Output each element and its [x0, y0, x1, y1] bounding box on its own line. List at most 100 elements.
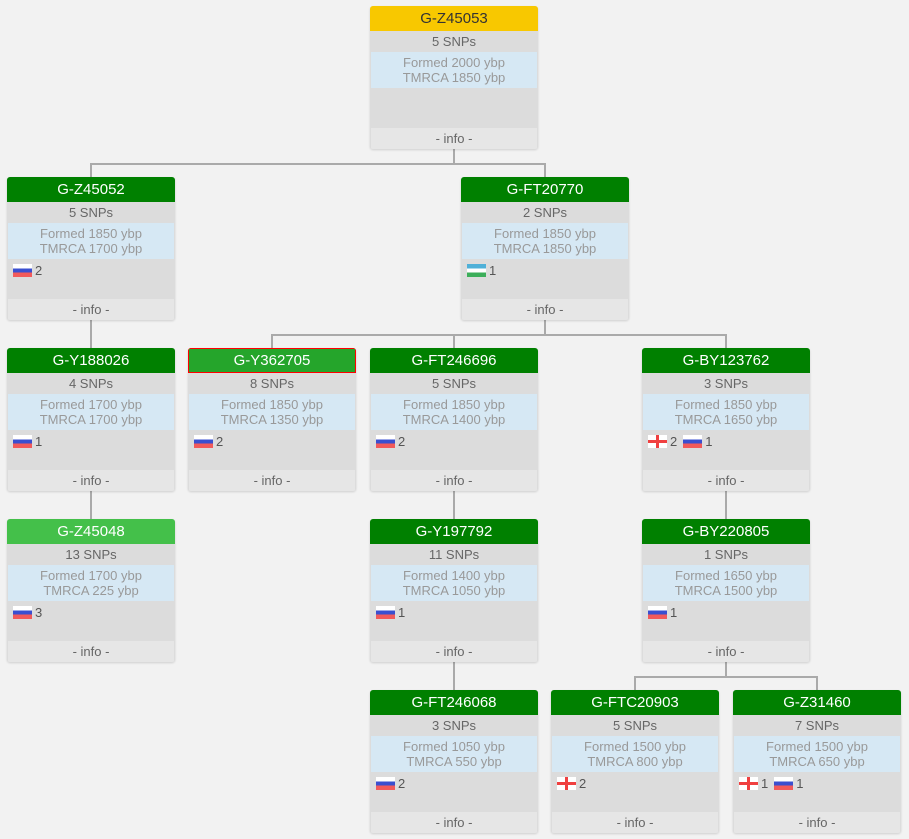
tree-node[interactable]: G-BY220805 1 SNPs Formed 1650 ybp TMRCA 1…: [642, 519, 810, 662]
tree-node[interactable]: G-Z45052 5 SNPs Formed 1850 ybp TMRCA 170…: [7, 177, 175, 320]
node-title[interactable]: G-Z31460: [733, 690, 901, 715]
snp-count: 3 SNPs: [431, 718, 477, 733]
formed-date: Formed 1850 ybp: [403, 397, 505, 412]
node-title[interactable]: G-BY220805: [642, 519, 810, 544]
tree-node[interactable]: G-Y188026 4 SNPs Formed 1700 ybp TMRCA 17…: [7, 348, 175, 491]
tmrca-date: TMRCA 1350 ybp: [220, 412, 324, 427]
tree-node[interactable]: G-Z45048 13 SNPs Formed 1700 ybp TMRCA 22…: [7, 519, 175, 662]
info-link[interactable]: - info -: [371, 812, 537, 833]
country-flags: 2: [370, 772, 538, 812]
tree-node[interactable]: G-Z31460 7 SNPs Formed 1500 ybp TMRCA 650…: [733, 690, 901, 833]
node-title[interactable]: G-Y362705: [188, 348, 356, 373]
tree-node[interactable]: G-FT246068 3 SNPs Formed 1050 ybp TMRCA 5…: [370, 690, 538, 833]
tmrca-date: TMRCA 225 ybp: [43, 583, 139, 598]
node-dates: Formed 2000 ybp TMRCA 1850 ybp: [371, 52, 537, 88]
node-dates: Formed 1850 ybp TMRCA 1400 ybp: [371, 394, 537, 430]
tree-node[interactable]: G-BY123762 3 SNPs Formed 1850 ybp TMRCA 1…: [642, 348, 810, 491]
tree-node[interactable]: G-Y197792 11 SNPs Formed 1400 ybp TMRCA 1…: [370, 519, 538, 662]
formed-date: Formed 2000 ybp: [403, 55, 505, 70]
node-title[interactable]: G-Z45053: [370, 6, 538, 31]
node-title[interactable]: G-Y188026: [7, 348, 175, 373]
info-link[interactable]: - info -: [371, 470, 537, 491]
snp-count: 13 SNPs: [65, 547, 117, 562]
flag-ru-icon: [683, 435, 703, 448]
info-link[interactable]: - info -: [643, 641, 809, 662]
info-link[interactable]: - info -: [8, 641, 174, 662]
tmrca-date: TMRCA 550 ybp: [406, 754, 502, 769]
country-flags: 2: [7, 259, 175, 299]
snp-count: 5 SNPs: [68, 205, 114, 220]
info-link[interactable]: - info -: [371, 641, 537, 662]
info-link[interactable]: - info -: [189, 470, 355, 491]
snp-count: 5 SNPs: [431, 376, 477, 391]
connector-line: [544, 320, 727, 348]
node-dates: Formed 1850 ybp TMRCA 1650 ybp: [643, 394, 809, 430]
info-link[interactable]: - info -: [643, 470, 809, 491]
tmrca-date: TMRCA 800 ybp: [587, 754, 683, 769]
country-flags: 2: [188, 430, 356, 470]
country-flags: 1: [461, 259, 629, 299]
formed-date: Formed 1850 ybp: [221, 397, 323, 412]
info-link[interactable]: - info -: [8, 470, 174, 491]
node-title[interactable]: G-BY123762: [642, 348, 810, 373]
country-count: 2: [579, 776, 587, 791]
flag-ru-icon: [774, 777, 794, 790]
country-count: 1: [796, 776, 804, 791]
formed-date: Formed 1500 ybp: [766, 739, 868, 754]
node-dates: Formed 1850 ybp TMRCA 1700 ybp: [8, 223, 174, 259]
node-title[interactable]: G-Y197792: [370, 519, 538, 544]
flag-ge-icon: [739, 777, 758, 790]
formed-date: Formed 1700 ybp: [40, 568, 142, 583]
node-dates: Formed 1700 ybp TMRCA 225 ybp: [8, 565, 174, 601]
tmrca-date: TMRCA 650 ybp: [769, 754, 865, 769]
formed-date: Formed 1850 ybp: [675, 397, 777, 412]
flag-ru-icon: [376, 606, 395, 619]
country-count: 1: [35, 434, 43, 449]
snp-count: 11 SNPs: [428, 547, 480, 562]
country-flags: 1: [642, 601, 810, 641]
node-title[interactable]: G-FTC20903: [551, 690, 719, 715]
info-link[interactable]: - info -: [8, 299, 174, 320]
country-flags: 1: [370, 601, 538, 641]
info-link[interactable]: - info -: [734, 812, 900, 833]
formed-date: Formed 1050 ybp: [403, 739, 505, 754]
node-title[interactable]: G-FT246068: [370, 690, 538, 715]
tree-node[interactable]: G-Y362705 8 SNPs Formed 1850 ybp TMRCA 13…: [188, 348, 356, 491]
snp-count: 4 SNPs: [68, 376, 114, 391]
tree-node[interactable]: G-FT20770 2 SNPs Formed 1850 ybp TMRCA 18…: [461, 177, 629, 320]
tmrca-date: TMRCA 1700 ybp: [39, 241, 143, 256]
country-count: 2: [35, 263, 43, 278]
snp-count: 1 SNPs: [703, 547, 749, 562]
flag-ru-icon: [13, 435, 32, 448]
info-link[interactable]: - info -: [371, 128, 537, 149]
tree-node[interactable]: G-Z45053 5 SNPs Formed 2000 ybp TMRCA 185…: [370, 6, 538, 149]
country-count: 1: [398, 605, 406, 620]
tree-node[interactable]: G-FT246696 5 SNPs Formed 1850 ybp TMRCA 1…: [370, 348, 538, 491]
country-count: 2: [398, 776, 406, 791]
connector-line: [453, 320, 546, 348]
formed-date: Formed 1850 ybp: [40, 226, 142, 241]
tree-node[interactable]: G-FTC20903 5 SNPs Formed 1500 ybp TMRCA 8…: [551, 690, 719, 833]
node-dates: Formed 1400 ybp TMRCA 1050 ybp: [371, 565, 537, 601]
tmrca-date: TMRCA 1650 ybp: [674, 412, 778, 427]
node-title[interactable]: G-FT20770: [461, 177, 629, 202]
snp-count: 7 SNPs: [794, 718, 840, 733]
info-link[interactable]: - info -: [462, 299, 628, 320]
node-title[interactable]: G-Z45048: [7, 519, 175, 544]
node-title[interactable]: G-FT246696: [370, 348, 538, 373]
snp-count: 2 SNPs: [522, 205, 568, 220]
formed-date: Formed 1700 ybp: [40, 397, 142, 412]
tmrca-date: TMRCA 1700 ybp: [39, 412, 143, 427]
tmrca-date: TMRCA 1850 ybp: [493, 241, 597, 256]
country-flags: 2: [370, 430, 538, 470]
flag-ru-icon: [376, 777, 395, 790]
node-title[interactable]: G-Z45052: [7, 177, 175, 202]
country-count: 1: [489, 263, 497, 278]
country-count: 1: [670, 605, 678, 620]
snp-count: 3 SNPs: [703, 376, 749, 391]
info-link[interactable]: - info -: [552, 812, 718, 833]
connector-line: [453, 149, 546, 177]
connector-line: [634, 662, 727, 690]
